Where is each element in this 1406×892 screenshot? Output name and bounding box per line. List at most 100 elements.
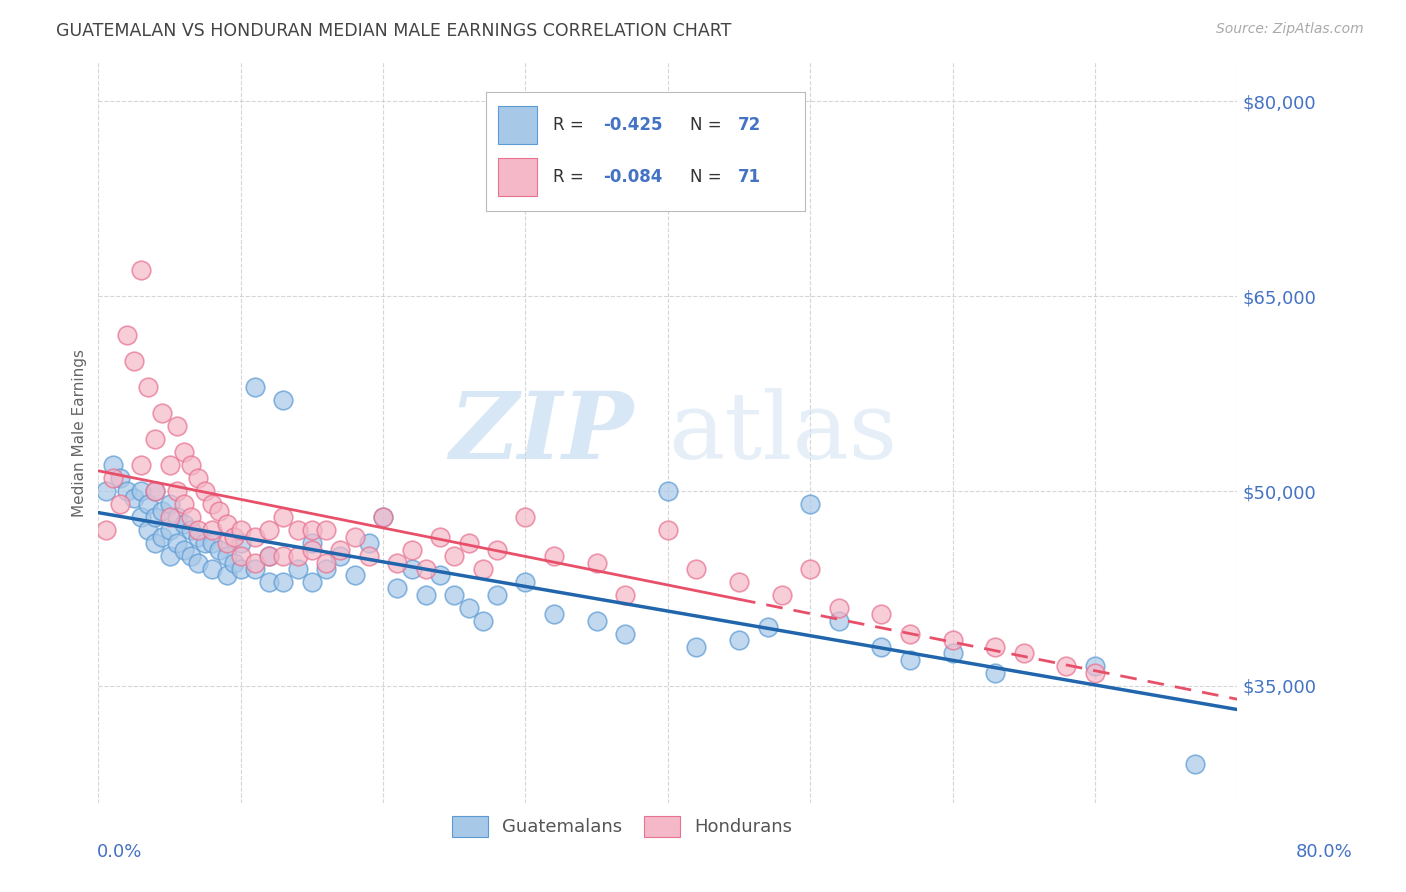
Point — [756, 620, 779, 634]
Point — [94, 523, 117, 537]
Point — [614, 627, 637, 641]
Text: Source: ZipAtlas.com: Source: ZipAtlas.com — [1216, 22, 1364, 37]
Point — [159, 458, 181, 472]
Point — [287, 523, 309, 537]
Point — [180, 523, 202, 537]
Point — [1084, 659, 1107, 673]
Point — [166, 536, 188, 550]
Point — [401, 562, 423, 576]
Point — [201, 523, 224, 537]
Point — [1056, 659, 1078, 673]
Point — [243, 556, 266, 570]
Point — [657, 523, 679, 537]
Point — [229, 523, 252, 537]
Point — [1084, 665, 1107, 680]
Point — [273, 549, 295, 563]
Point — [259, 549, 281, 563]
Point — [329, 542, 352, 557]
Point — [208, 542, 231, 557]
Point — [685, 562, 707, 576]
Point — [329, 549, 352, 563]
Point — [129, 484, 152, 499]
Point — [799, 497, 821, 511]
Point — [471, 614, 494, 628]
Point — [159, 497, 181, 511]
Point — [373, 510, 395, 524]
Point — [159, 510, 181, 524]
Point — [243, 529, 266, 543]
Point — [1012, 647, 1035, 661]
Point — [101, 471, 124, 485]
Point — [173, 542, 195, 557]
Point — [145, 484, 167, 499]
Point — [770, 588, 793, 602]
Text: 0.0%: 0.0% — [97, 843, 142, 861]
Point — [415, 562, 437, 576]
Point — [136, 523, 159, 537]
Text: 80.0%: 80.0% — [1296, 843, 1353, 861]
Point — [543, 549, 565, 563]
Point — [259, 523, 281, 537]
Point — [273, 393, 295, 408]
Point — [287, 549, 309, 563]
Point — [942, 633, 965, 648]
Point — [145, 536, 167, 550]
Point — [828, 614, 851, 628]
Point — [457, 601, 479, 615]
Point — [984, 665, 1007, 680]
Point — [180, 458, 202, 472]
Point — [585, 556, 607, 570]
Point — [201, 497, 224, 511]
Point — [486, 588, 509, 602]
Point — [194, 484, 217, 499]
Point — [301, 536, 323, 550]
Point — [166, 484, 188, 499]
Point — [259, 549, 281, 563]
Point — [870, 640, 893, 654]
Point — [429, 568, 451, 582]
Point — [166, 419, 188, 434]
Point — [201, 562, 224, 576]
Point — [515, 574, 537, 589]
Point — [443, 549, 465, 563]
Point — [301, 574, 323, 589]
Point — [898, 653, 921, 667]
Point — [101, 458, 124, 472]
Point — [108, 497, 131, 511]
Point — [898, 627, 921, 641]
Point — [515, 510, 537, 524]
Point — [94, 484, 117, 499]
Point — [108, 471, 131, 485]
Point — [315, 556, 337, 570]
Point — [728, 633, 751, 648]
Point — [187, 523, 209, 537]
Point — [799, 562, 821, 576]
Text: GUATEMALAN VS HONDURAN MEDIAN MALE EARNINGS CORRELATION CHART: GUATEMALAN VS HONDURAN MEDIAN MALE EARNI… — [56, 22, 731, 40]
Point — [152, 503, 174, 517]
Point — [129, 263, 152, 277]
Point — [657, 484, 679, 499]
Point — [187, 471, 209, 485]
Point — [429, 529, 451, 543]
Point — [942, 647, 965, 661]
Point — [215, 516, 238, 531]
Point — [222, 556, 245, 570]
Point — [301, 523, 323, 537]
Point — [357, 536, 380, 550]
Point — [194, 536, 217, 550]
Point — [984, 640, 1007, 654]
Y-axis label: Median Male Earnings: Median Male Earnings — [72, 349, 87, 516]
Point — [145, 510, 167, 524]
Point — [357, 549, 380, 563]
Point — [208, 503, 231, 517]
Point — [287, 562, 309, 576]
Text: ZIP: ZIP — [450, 388, 634, 477]
Point — [215, 536, 238, 550]
Point — [173, 497, 195, 511]
Point — [273, 510, 295, 524]
Point — [152, 529, 174, 543]
Point — [215, 568, 238, 582]
Point — [115, 328, 138, 343]
Point — [728, 574, 751, 589]
Legend: Guatemalans, Hondurans: Guatemalans, Hondurans — [443, 806, 801, 846]
